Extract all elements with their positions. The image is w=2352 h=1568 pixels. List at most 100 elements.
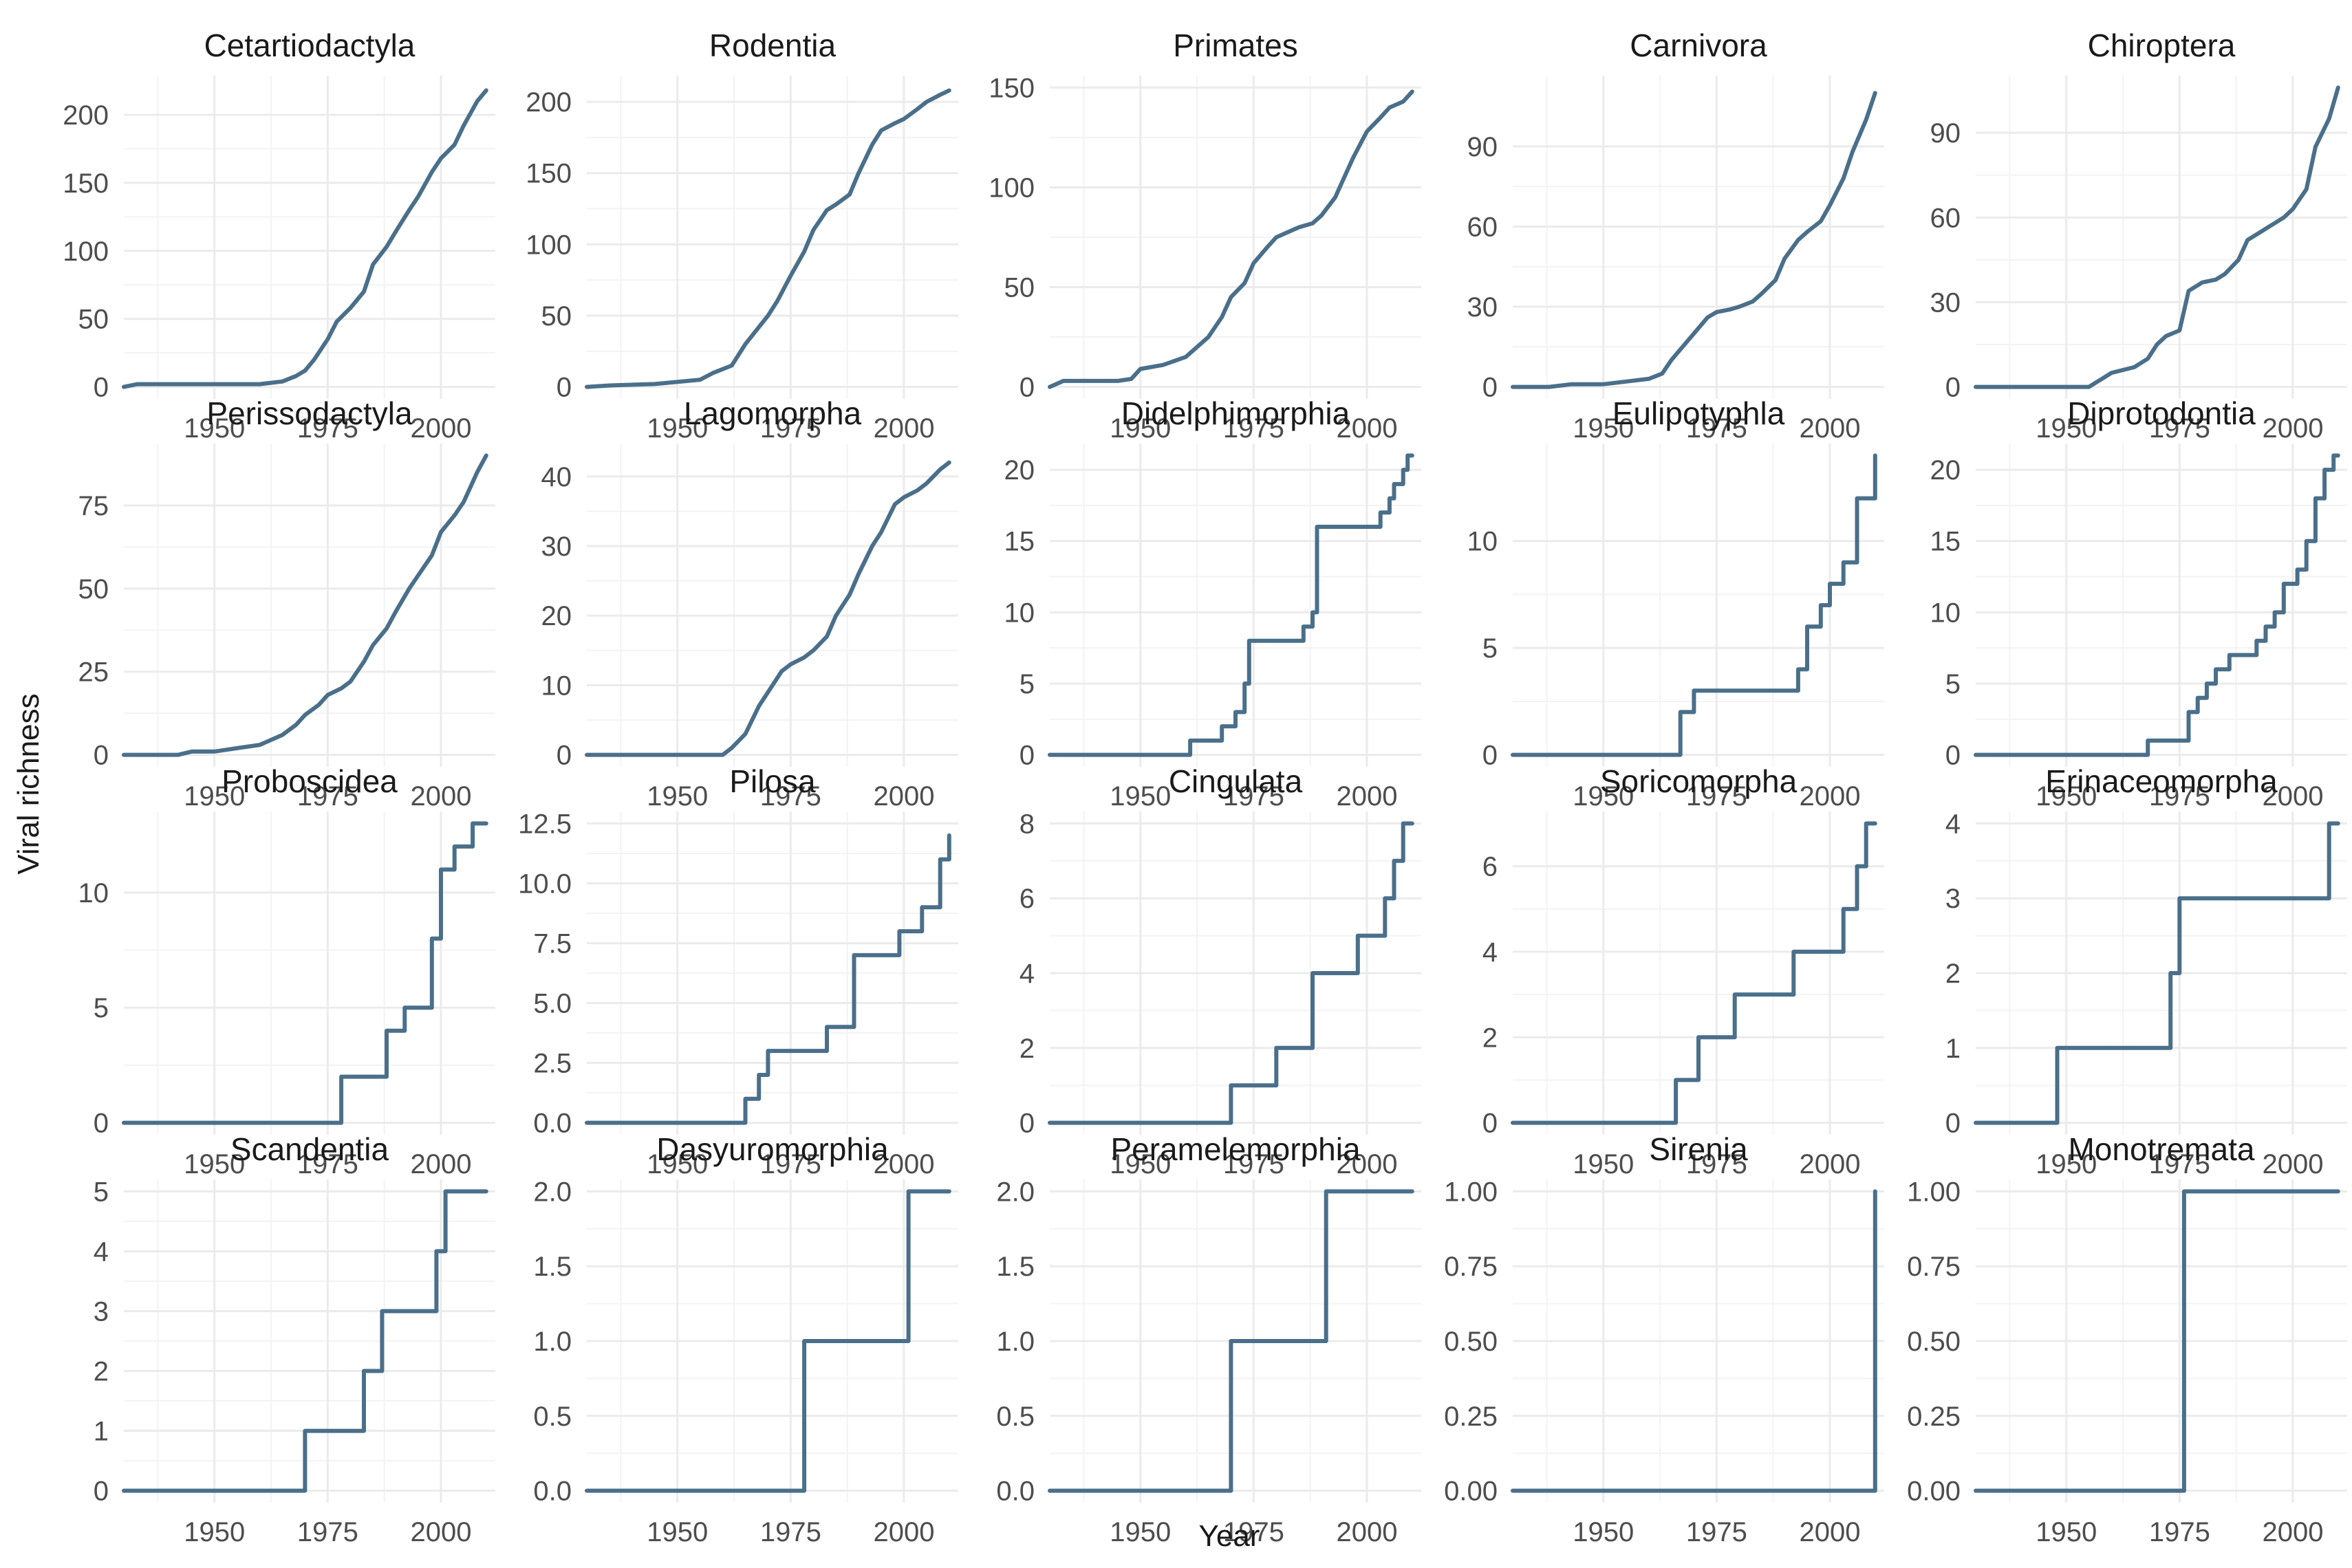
panel-pilosa: 0.0 2.5 5.0 7.5 10.0 12.5 1950 1975 2000 Pilosa bbox=[518, 763, 958, 1179]
panel-title: Peramelemorphia bbox=[1110, 1131, 1360, 1167]
y-tick-label: 15 bbox=[1930, 527, 1961, 557]
x-tick-label: 1950 bbox=[647, 1149, 708, 1179]
x-tick-label: 1975 bbox=[1686, 413, 1747, 444]
y-tick-label: 200 bbox=[63, 100, 109, 131]
y-tick-label: 0 bbox=[557, 373, 572, 403]
panel-title: Lagomorpha bbox=[684, 395, 862, 431]
y-tick-label: 50 bbox=[78, 305, 109, 335]
y-tick-label: 5 bbox=[94, 993, 109, 1023]
x-tick-label: 1975 bbox=[297, 1517, 358, 1547]
x-tick-label: 1975 bbox=[1686, 781, 1747, 812]
x-tick-label: 1975 bbox=[760, 1517, 821, 1547]
y-tick-label: 3 bbox=[1945, 884, 1961, 914]
y-tick-label: 0.25 bbox=[1444, 1402, 1498, 1432]
panel-title: Dasyuromorphia bbox=[656, 1131, 889, 1167]
y-tick-label: 0 bbox=[94, 1477, 109, 1507]
y-tick-label: 4 bbox=[1482, 937, 1498, 968]
y-tick-label: 10 bbox=[1930, 598, 1961, 628]
panel-scandentia: 0 1 2 3 4 5 1950 1975 2000 Scandentia bbox=[94, 1131, 495, 1547]
x-tick-label: 1975 bbox=[297, 781, 358, 812]
panel-title: Eulipotyphla bbox=[1612, 395, 1785, 431]
panel-primates: 0 50 100 150 1950 1975 2000 Primates bbox=[989, 28, 1421, 444]
y-tick-label: 0.00 bbox=[1907, 1477, 1961, 1507]
y-tick-label: 150 bbox=[989, 73, 1035, 103]
y-tick-label: 1.0 bbox=[533, 1327, 572, 1357]
x-tick-label: 1950 bbox=[647, 781, 708, 812]
panel-title: Primates bbox=[1173, 28, 1297, 63]
y-tick-label: 0 bbox=[1019, 373, 1035, 403]
x-tick-label: 2000 bbox=[1336, 413, 1397, 444]
y-tick-label: 2.5 bbox=[533, 1049, 572, 1079]
y-tick-label: 2 bbox=[94, 1357, 109, 1387]
x-tick-label: 1975 bbox=[2149, 781, 2210, 812]
series-line-monotremata bbox=[1974, 1189, 2340, 1493]
x-tick-label: 2000 bbox=[1799, 781, 1860, 812]
x-tick-label: 2000 bbox=[1336, 1517, 1397, 1547]
x-tick-label: 1975 bbox=[760, 781, 821, 812]
y-tick-label: 200 bbox=[526, 87, 572, 118]
series-line-eulipotyphla bbox=[1511, 453, 1877, 757]
y-tick-label: 0 bbox=[1019, 741, 1035, 771]
y-tick-label: 60 bbox=[1930, 203, 1961, 233]
y-tick-label: 6 bbox=[1019, 884, 1035, 914]
series-line-chiroptera bbox=[1974, 85, 2340, 389]
y-tick-label: 0 bbox=[1019, 1109, 1035, 1139]
x-tick-label: 2000 bbox=[410, 1517, 471, 1547]
y-tick-label: 6 bbox=[1482, 852, 1498, 882]
y-tick-label: 8 bbox=[1019, 809, 1035, 839]
y-tick-label: 0.0 bbox=[533, 1109, 572, 1139]
x-tick-label: 1950 bbox=[1110, 781, 1171, 812]
y-tick-label: 0 bbox=[1945, 373, 1961, 403]
series-line-peramelemorphia bbox=[1048, 1189, 1414, 1493]
y-tick-label: 2.0 bbox=[996, 1177, 1035, 1207]
series-line-dasyuromorphia bbox=[585, 1189, 951, 1493]
x-tick-label: 1975 bbox=[1223, 413, 1284, 444]
y-tick-label: 12.5 bbox=[518, 809, 572, 839]
series-line-sirenia bbox=[1511, 1189, 1877, 1493]
panel-title: Cetartiodactyla bbox=[204, 28, 416, 63]
x-tick-label: 2000 bbox=[1799, 413, 1860, 444]
y-tick-label: 4 bbox=[1945, 809, 1961, 839]
y-tick-label: 10.0 bbox=[518, 869, 572, 899]
y-tick-label: 0 bbox=[94, 1109, 109, 1139]
y-tick-label: 0 bbox=[1945, 1109, 1961, 1139]
panel-title: Pilosa bbox=[729, 763, 816, 799]
x-tick-label: 1950 bbox=[2036, 1149, 2097, 1179]
y-tick-label: 50 bbox=[78, 574, 109, 605]
y-tick-label: 5.0 bbox=[533, 989, 572, 1019]
y-tick-label: 30 bbox=[1467, 292, 1498, 323]
x-tick-label: 2000 bbox=[2262, 781, 2323, 812]
y-tick-label: 0 bbox=[1482, 741, 1498, 771]
y-tick-label: 5 bbox=[1482, 633, 1498, 664]
y-tick-label: 7.5 bbox=[533, 928, 572, 959]
x-tick-label: 1950 bbox=[1573, 781, 1634, 812]
series-line-proboscidea bbox=[122, 821, 488, 1125]
y-axis-title: Viral richness bbox=[12, 693, 45, 874]
x-tick-label: 2000 bbox=[410, 413, 471, 444]
series-line-soricomorpha bbox=[1511, 821, 1877, 1125]
y-tick-label: 150 bbox=[526, 159, 572, 189]
panel-cetartiodactyla: 0 50 100 150 200 1950 1975 2000 Cetartiodactyla bbox=[63, 28, 495, 444]
x-tick-label: 2000 bbox=[1799, 1149, 1860, 1179]
panel-lagomorpha: 0 10 20 30 40 1950 1975 2000 Lagomorpha bbox=[541, 395, 958, 812]
y-tick-label: 10 bbox=[1004, 598, 1035, 628]
y-tick-label: 0 bbox=[1945, 741, 1961, 771]
x-tick-label: 1975 bbox=[2149, 1149, 2210, 1179]
y-tick-label: 5 bbox=[1945, 669, 1961, 699]
y-tick-label: 50 bbox=[541, 301, 572, 331]
series-line-carnivora bbox=[1511, 91, 1877, 389]
panel-eulipotyphla: 0 5 10 1950 1975 2000 Eulipotyphla bbox=[1467, 395, 1884, 812]
x-tick-label: 2000 bbox=[2262, 413, 2323, 444]
panel-sirenia: 0.00 0.25 0.50 0.75 1.00 1950 1975 2000 Sirenia bbox=[1444, 1131, 1884, 1547]
series-line-lagomorpha bbox=[585, 460, 951, 757]
y-tick-label: 100 bbox=[526, 230, 572, 260]
y-tick-label: 30 bbox=[541, 532, 572, 562]
x-tick-label: 1975 bbox=[1223, 1149, 1284, 1179]
y-tick-label: 0.25 bbox=[1907, 1402, 1961, 1432]
series-line-diprotodontia bbox=[1974, 453, 2340, 757]
x-tick-label: 1950 bbox=[1110, 413, 1171, 444]
